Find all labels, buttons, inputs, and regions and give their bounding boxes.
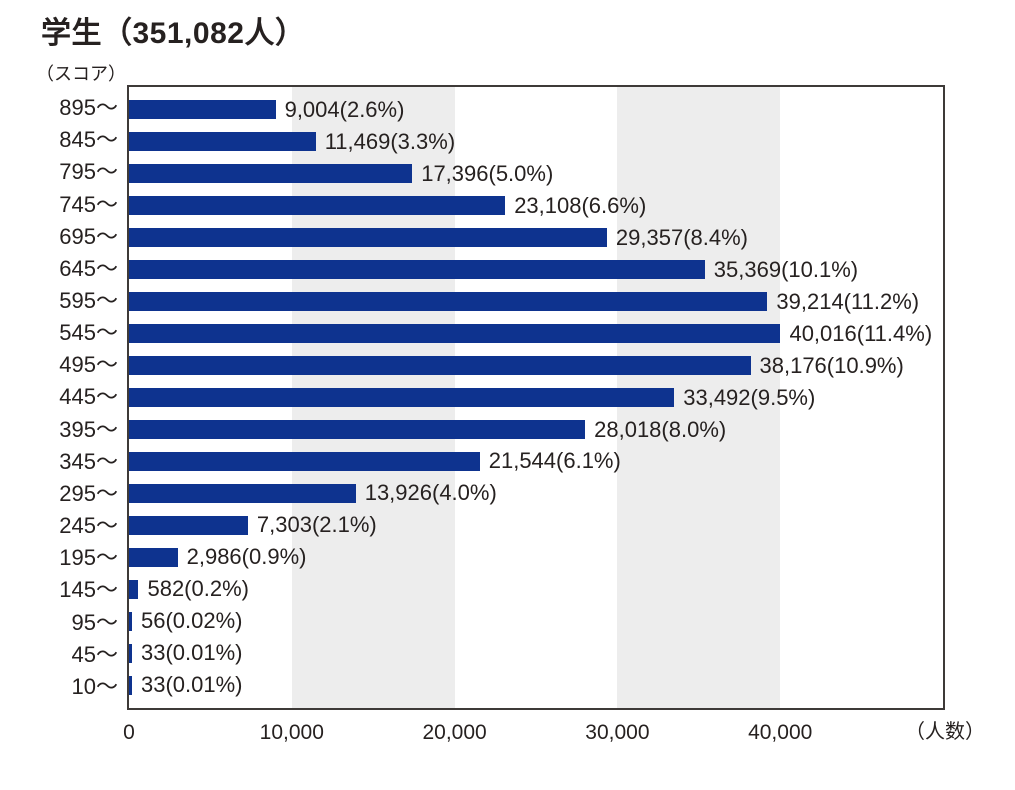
bar-row: 7,303(2.1%) bbox=[129, 509, 943, 541]
value-label: 35,369(10.1%) bbox=[713, 256, 859, 282]
value-label: 39,214(11.2%) bbox=[776, 288, 920, 314]
bar-row: 39,214(11.2%) bbox=[129, 286, 943, 318]
bar bbox=[129, 451, 480, 471]
chart-title: 学生（351,082人） bbox=[41, 17, 306, 50]
bar bbox=[129, 515, 248, 535]
value-label: 28,018(8.0%) bbox=[594, 416, 727, 442]
y-axis-unit-label: （スコア） bbox=[36, 64, 126, 84]
bar-row: 11,469(3.3%) bbox=[129, 126, 943, 158]
bar bbox=[129, 164, 413, 184]
plot-area: 9,004(2.6%) 11,469(3.3%) 17,396(5.0%) 23,10… bbox=[127, 85, 945, 710]
bar bbox=[129, 100, 276, 120]
x-axis-tick-label: 30,000 bbox=[585, 721, 650, 744]
bar bbox=[129, 292, 768, 312]
x-axis-tick-label: 0 bbox=[123, 721, 135, 744]
bar bbox=[129, 228, 607, 248]
category-label: 245～ bbox=[59, 513, 118, 539]
bar bbox=[129, 611, 132, 631]
category-label: 145～ bbox=[59, 577, 118, 603]
value-label: 17,396(5.0%) bbox=[421, 160, 554, 186]
bar-row: 33,492(9.5%) bbox=[129, 382, 943, 414]
value-label: 56(0.02%) bbox=[141, 608, 243, 634]
category-label: 845～ bbox=[59, 127, 118, 153]
bar-row: 13,926(4.0%) bbox=[129, 477, 943, 509]
bar bbox=[129, 420, 586, 439]
value-label: 33,492(9.5%) bbox=[683, 384, 816, 410]
x-axis-tick-label: 40,000 bbox=[748, 721, 813, 744]
x-axis-tick-label: 20,000 bbox=[422, 721, 487, 744]
category-label: 695～ bbox=[59, 223, 118, 249]
bar-row: 9,004(2.6%) bbox=[129, 94, 943, 126]
category-label: 545～ bbox=[59, 320, 118, 346]
x-axis: 0 10,000 20,000 30,000 40,000 （人数） bbox=[0, 718, 1015, 758]
category-label: 795～ bbox=[59, 159, 118, 185]
category-label: 595～ bbox=[59, 288, 118, 314]
category-label: 195～ bbox=[59, 545, 118, 571]
bar bbox=[129, 132, 316, 152]
category-label: 645～ bbox=[59, 255, 118, 281]
bar-row: 21,544(6.1%) bbox=[129, 445, 943, 477]
x-axis-tick-label: 10,000 bbox=[259, 721, 324, 744]
bar-row: 23,108(6.6%) bbox=[129, 190, 943, 222]
category-label: 895～ bbox=[59, 95, 118, 121]
value-label: 38,176(10.9%) bbox=[759, 352, 904, 378]
bar-row: 40,016(11.4%) bbox=[129, 318, 943, 350]
value-label: 23,108(6.6%) bbox=[514, 192, 647, 218]
bar bbox=[129, 547, 178, 567]
value-label: 33(0.01%) bbox=[141, 640, 243, 666]
y-axis-category-labels: 895～ 845～ 795～ 745～ 695～ 645～ 595～ 545～ 495～ 445～… bbox=[0, 85, 118, 710]
bar-row: 28,018(8.0%) bbox=[129, 414, 943, 446]
bar-row: 33(0.01%) bbox=[129, 637, 943, 669]
value-label: 11,469(3.3%) bbox=[324, 128, 456, 154]
category-label: 345～ bbox=[59, 448, 118, 474]
value-label: 9,004(2.6%) bbox=[284, 96, 405, 122]
bar-row: 17,396(5.0%) bbox=[129, 158, 943, 190]
value-label: 29,357(8.4%) bbox=[615, 224, 749, 250]
bar-row: 38,176(10.9%) bbox=[129, 350, 943, 382]
x-axis-unit-label: （人数） bbox=[905, 721, 985, 743]
bar bbox=[129, 196, 506, 216]
bar-row: 35,369(10.1%) bbox=[129, 254, 943, 286]
value-label: 21,544(6.1%) bbox=[488, 448, 621, 474]
bar-row: 582(0.2%) bbox=[129, 573, 943, 605]
category-label: 295～ bbox=[59, 480, 118, 506]
bar-row: 2,986(0.9%) bbox=[129, 541, 943, 573]
bar-row: 56(0.02%) bbox=[129, 605, 943, 637]
bar bbox=[129, 675, 132, 695]
bar-row: 29,357(8.4%) bbox=[129, 222, 943, 254]
value-label: 40,016(11.4%) bbox=[789, 320, 933, 346]
category-label: 395～ bbox=[59, 416, 118, 442]
bar-row: 33(0.01%) bbox=[129, 669, 943, 701]
value-label: 582(0.2%) bbox=[147, 576, 249, 602]
bar bbox=[129, 324, 781, 344]
category-label: 95～ bbox=[71, 609, 118, 635]
bar bbox=[129, 260, 705, 280]
value-label: 2,986(0.9%) bbox=[186, 544, 307, 570]
bar bbox=[129, 483, 356, 503]
bar-rows: 9,004(2.6%) 11,469(3.3%) 17,396(5.0%) 23,10… bbox=[129, 87, 943, 708]
category-label: 445～ bbox=[59, 384, 118, 410]
bar bbox=[129, 643, 132, 663]
bar bbox=[129, 356, 751, 376]
category-label: 10～ bbox=[71, 673, 118, 699]
category-label: 495～ bbox=[59, 352, 118, 378]
category-label: 45～ bbox=[71, 641, 118, 667]
value-label: 33(0.01%) bbox=[141, 672, 243, 698]
value-label: 7,303(2.1%) bbox=[256, 512, 377, 538]
bar bbox=[129, 388, 675, 408]
bar bbox=[129, 579, 139, 599]
category-label: 745～ bbox=[59, 191, 118, 217]
value-label: 13,926(4.0%) bbox=[364, 480, 497, 506]
